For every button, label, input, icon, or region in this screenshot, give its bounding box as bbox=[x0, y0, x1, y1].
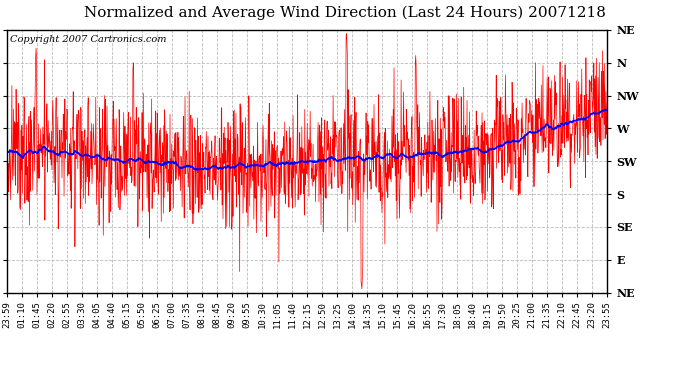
Text: Copyright 2007 Cartronics.com: Copyright 2007 Cartronics.com bbox=[10, 35, 166, 44]
Text: Normalized and Average Wind Direction (Last 24 Hours) 20071218: Normalized and Average Wind Direction (L… bbox=[84, 6, 606, 20]
